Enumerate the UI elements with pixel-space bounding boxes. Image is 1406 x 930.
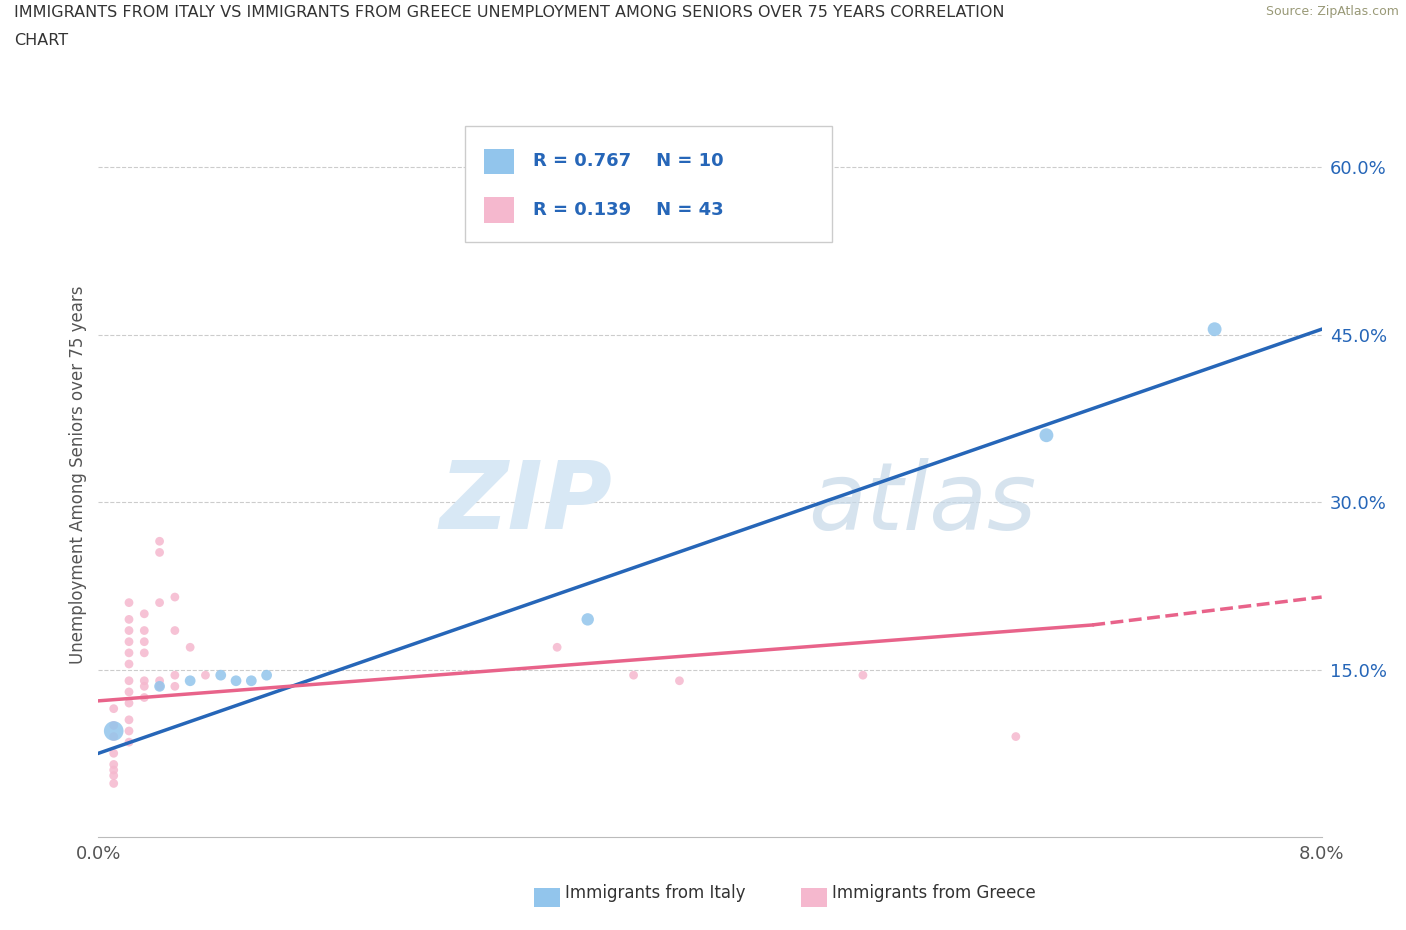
- Point: [118, 735, 141, 750]
- Point: [179, 640, 201, 655]
- Point: [118, 612, 141, 627]
- FancyBboxPatch shape: [465, 126, 832, 242]
- Point: [163, 623, 186, 638]
- Point: [134, 623, 156, 638]
- Point: [134, 634, 156, 649]
- Point: [103, 729, 125, 744]
- Point: [103, 757, 125, 772]
- Point: [103, 701, 125, 716]
- Point: [118, 657, 141, 671]
- Point: [103, 763, 125, 777]
- Point: [118, 724, 141, 738]
- Point: [194, 668, 217, 683]
- FancyBboxPatch shape: [484, 197, 515, 222]
- Point: [134, 606, 156, 621]
- Point: [179, 673, 201, 688]
- Point: [149, 595, 172, 610]
- Text: Source: ZipAtlas.com: Source: ZipAtlas.com: [1265, 5, 1399, 18]
- Point: [118, 684, 141, 699]
- Point: [149, 534, 172, 549]
- Point: [118, 595, 141, 610]
- Point: [103, 724, 125, 738]
- Point: [103, 746, 125, 761]
- Text: Immigrants from Greece: Immigrants from Greece: [832, 884, 1036, 902]
- Point: [163, 679, 186, 694]
- Point: [1204, 322, 1226, 337]
- Point: [103, 718, 125, 733]
- Point: [118, 634, 141, 649]
- Point: [546, 640, 568, 655]
- Point: [134, 673, 156, 688]
- Point: [163, 668, 186, 683]
- FancyBboxPatch shape: [484, 149, 515, 174]
- Point: [118, 673, 141, 688]
- Point: [149, 545, 172, 560]
- Point: [256, 668, 278, 683]
- Point: [149, 673, 172, 688]
- Text: Immigrants from Italy: Immigrants from Italy: [565, 884, 745, 902]
- Point: [668, 673, 690, 688]
- Point: [1004, 729, 1026, 744]
- Point: [134, 690, 156, 705]
- Point: [623, 668, 645, 683]
- Point: [209, 668, 232, 683]
- Point: [149, 679, 172, 694]
- Point: [852, 668, 875, 683]
- Point: [163, 590, 186, 604]
- Text: R = 0.139    N = 43: R = 0.139 N = 43: [533, 201, 723, 219]
- Point: [118, 623, 141, 638]
- Point: [118, 696, 141, 711]
- Y-axis label: Unemployment Among Seniors over 75 years: Unemployment Among Seniors over 75 years: [69, 286, 87, 663]
- Point: [118, 645, 141, 660]
- Point: [103, 768, 125, 783]
- Point: [118, 712, 141, 727]
- Text: atlas: atlas: [808, 458, 1036, 549]
- Text: IMMIGRANTS FROM ITALY VS IMMIGRANTS FROM GREECE UNEMPLOYMENT AMONG SENIORS OVER : IMMIGRANTS FROM ITALY VS IMMIGRANTS FROM…: [14, 5, 1004, 20]
- Point: [1035, 428, 1057, 443]
- Point: [134, 645, 156, 660]
- Point: [225, 673, 247, 688]
- Point: [134, 679, 156, 694]
- Point: [103, 776, 125, 790]
- Text: ZIP: ZIP: [439, 458, 612, 550]
- Text: R = 0.767    N = 10: R = 0.767 N = 10: [533, 152, 723, 170]
- Point: [576, 612, 599, 627]
- Point: [240, 673, 263, 688]
- Text: CHART: CHART: [14, 33, 67, 47]
- Point: [149, 679, 172, 694]
